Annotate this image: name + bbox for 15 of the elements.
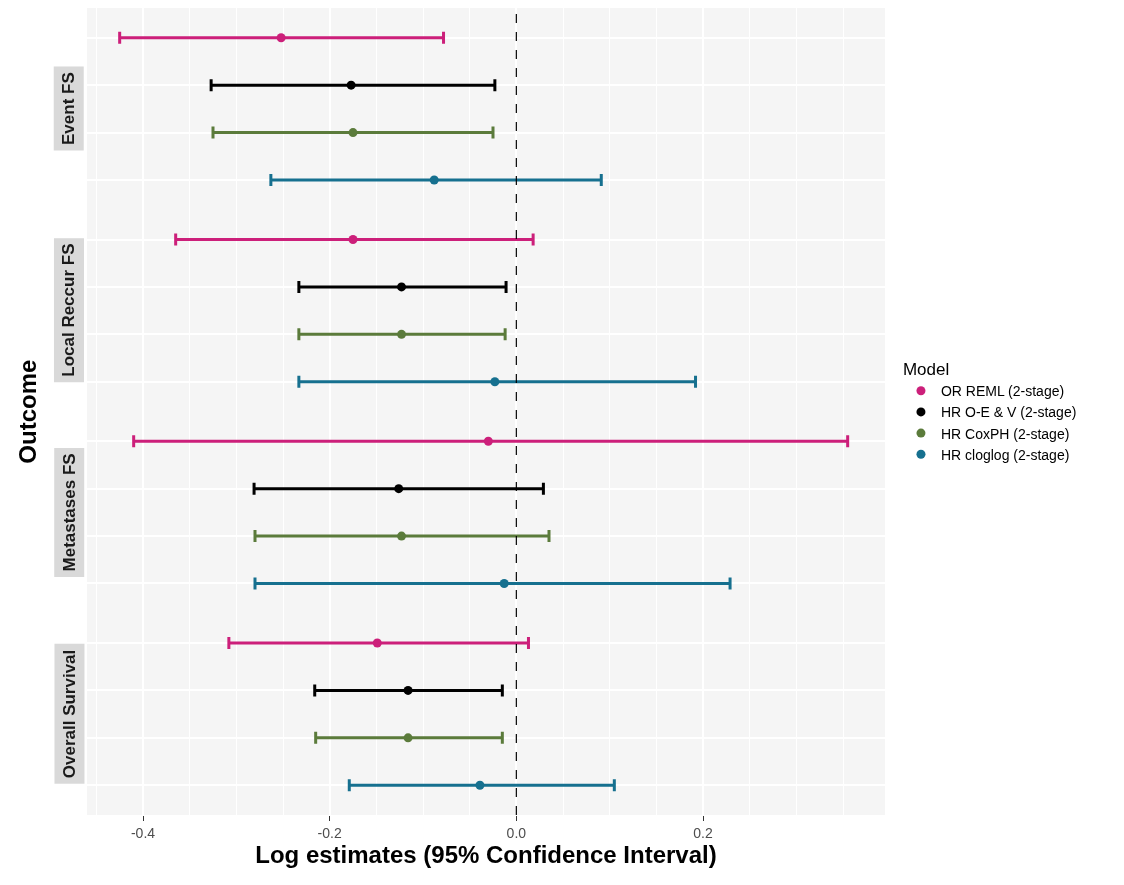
legend-label: HR cloglog (2-stage)	[940, 446, 1070, 463]
y-axis-title: Outcome	[13, 359, 41, 464]
x-tick-label: 0.2	[693, 824, 713, 841]
y-tick-label: Event FS	[59, 72, 79, 145]
x-axis-title: Log estimates (95% Confidence Interval)	[255, 841, 717, 869]
y-tick-label: Metastases FS	[59, 453, 79, 572]
x-tick-label: 0.0	[506, 824, 527, 841]
legend-label: HR O-E & V (2-stage)	[940, 404, 1077, 421]
y-tick-label: Overall Survival	[59, 649, 79, 779]
x-tick-label: -0.2	[317, 824, 342, 841]
legend-title: Model	[902, 360, 950, 380]
legend-label: HR CoxPH (2-stage)	[940, 425, 1070, 442]
x-tick-label: -0.4	[130, 824, 156, 841]
legend-label: OR REML (2-stage)	[940, 383, 1065, 400]
y-tick-label: Local Reccur FS	[59, 243, 79, 377]
